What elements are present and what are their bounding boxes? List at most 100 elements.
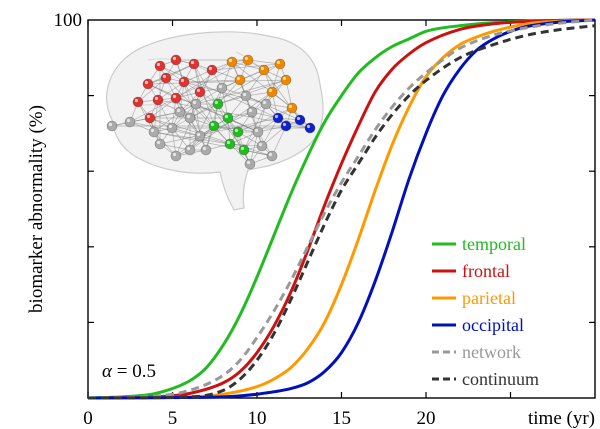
brain-edge: [137, 77, 167, 103]
brain-node: [194, 86, 206, 98]
brain-node-highlight: [276, 60, 281, 65]
brain-node-highlight: [144, 80, 149, 85]
brain-node-highlight: [196, 132, 201, 137]
y-tick-label: 100: [54, 10, 83, 31]
brain-node-highlight: [180, 78, 185, 83]
brain-node-highlight: [186, 146, 191, 151]
brain-node-highlight: [190, 60, 195, 65]
brain-edge: [179, 81, 185, 113]
brain-edge: [157, 81, 185, 101]
series-line-parietal: [87, 18, 596, 400]
brain-node: [206, 64, 218, 76]
brain-node-highlight: [126, 118, 131, 123]
brain-node: [154, 60, 166, 72]
brain-edge: [211, 63, 281, 71]
brain-node-highlight: [246, 160, 251, 165]
legend-label-continuum: continuum: [462, 369, 539, 389]
brain-node: [160, 72, 172, 84]
brain-node-highlight: [236, 76, 241, 81]
brain-node: [304, 122, 316, 134]
brain-node: [142, 78, 154, 90]
brain-edge: [261, 125, 287, 147]
brain-edge: [183, 69, 213, 83]
brain-edge: [165, 63, 195, 79]
brain-node: [238, 144, 250, 156]
brain-node-highlight: [168, 124, 173, 129]
brain-node-highlight: [296, 116, 301, 121]
brain-edge: [129, 59, 249, 123]
alpha-value: = 0.5: [112, 361, 156, 382]
brain-node-highlight: [242, 92, 247, 97]
brain-edge: [231, 61, 265, 71]
brain-node-highlight: [288, 104, 293, 109]
brain-edge: [271, 125, 287, 157]
brain-node-highlight: [224, 114, 229, 119]
brain-node-highlight: [248, 108, 253, 113]
brain-node-highlight: [208, 66, 213, 71]
brain-edge: [129, 121, 201, 137]
brain-node-highlight: [192, 100, 197, 105]
series-line-frontal: [87, 18, 596, 400]
brain-node: [132, 96, 144, 108]
legend-label-temporal: temporal: [462, 234, 526, 254]
brain-node-highlight: [154, 96, 159, 101]
brain-node-highlight: [172, 152, 177, 157]
brain-node-highlight: [258, 142, 263, 147]
brain-edge: [189, 87, 223, 151]
brain-edge: [175, 61, 233, 99]
brain-node: [106, 120, 118, 132]
brain-network-icon: [106, 31, 324, 211]
alpha-symbol: α: [102, 361, 113, 382]
brain-node: [234, 74, 246, 86]
brain-node: [258, 64, 270, 76]
brain-edge: [217, 79, 241, 105]
brain-edge: [157, 99, 173, 129]
brain-node: [184, 112, 196, 124]
brain-edge: [199, 91, 245, 151]
brain-node: [144, 112, 156, 124]
brain-edge: [245, 95, 301, 121]
brain-edge: [159, 117, 279, 145]
series-line-temporal: [87, 18, 596, 400]
brain-node: [208, 120, 220, 132]
brain-node: [124, 116, 136, 128]
brain-node-highlight: [268, 88, 273, 93]
brain-node: [194, 130, 206, 142]
brain-node: [280, 74, 292, 86]
brain-node-highlight: [196, 88, 201, 93]
brain-node-highlight: [268, 152, 273, 157]
brain-node: [246, 106, 258, 118]
brain-node: [286, 102, 298, 114]
brain-node: [174, 106, 186, 118]
y-axis-label: biomarker abnormality (%): [26, 105, 47, 313]
legend-label-frontal: frontal: [462, 261, 510, 281]
brain-node: [170, 150, 182, 162]
brain-node: [252, 126, 264, 138]
brain-node-highlight: [260, 66, 265, 71]
brain-node-highlight: [150, 128, 155, 133]
brain-node-highlight: [244, 56, 249, 61]
brain-edge: [179, 111, 201, 137]
brain-node: [152, 94, 164, 106]
brain-node: [256, 140, 268, 152]
brain-node: [294, 114, 306, 126]
brain-node: [272, 112, 284, 124]
brain-node-highlight: [162, 74, 167, 79]
brain-node: [232, 126, 244, 138]
brain-node-highlight: [262, 100, 267, 105]
brain-node: [178, 76, 190, 88]
brain-node: [170, 92, 182, 104]
x-axis-ticks: 0 5 10 15 20: [83, 20, 512, 429]
series-line-continuum: [87, 24, 596, 400]
brain-node-highlight: [108, 122, 113, 127]
brain-node-highlight: [218, 84, 223, 89]
brain-node: [280, 120, 292, 132]
brain-edge: [165, 77, 231, 145]
brain-node: [266, 86, 278, 98]
brain-node: [200, 144, 212, 156]
brain-edge: [221, 87, 229, 119]
brain-node-highlight: [210, 122, 215, 127]
brain-edge: [249, 131, 259, 165]
brain-edge: [243, 103, 267, 151]
